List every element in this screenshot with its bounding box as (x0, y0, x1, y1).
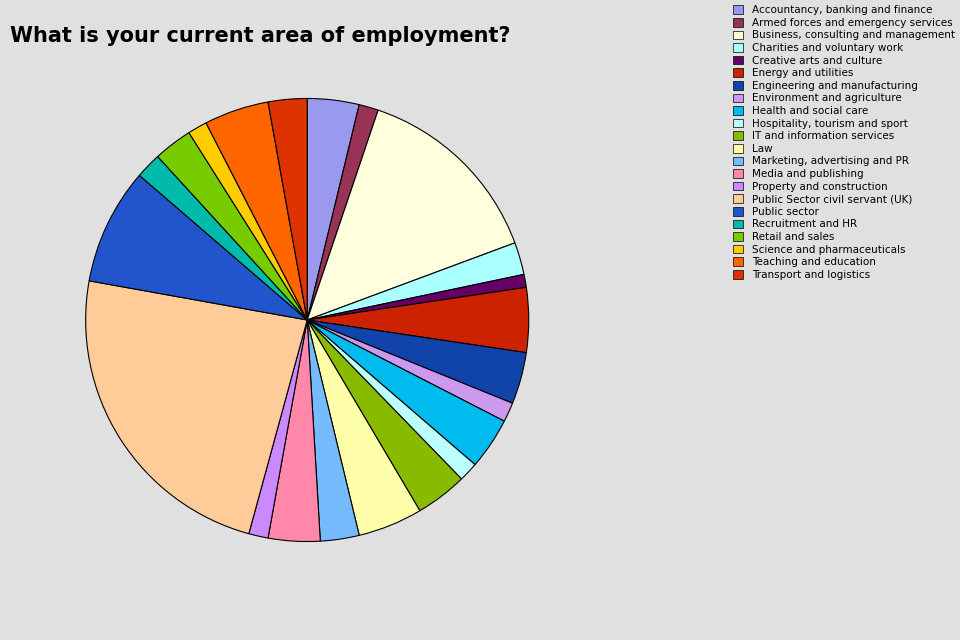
Wedge shape (307, 320, 513, 421)
Wedge shape (139, 157, 307, 320)
Wedge shape (85, 281, 307, 534)
Wedge shape (307, 320, 420, 535)
Wedge shape (307, 105, 378, 320)
Wedge shape (157, 132, 307, 320)
Wedge shape (206, 102, 307, 320)
Wedge shape (89, 175, 307, 320)
Wedge shape (307, 99, 359, 320)
Wedge shape (307, 320, 504, 465)
Text: What is your current area of employment?: What is your current area of employment? (10, 26, 510, 45)
Wedge shape (307, 275, 526, 320)
Wedge shape (249, 320, 307, 538)
Wedge shape (268, 99, 307, 320)
Wedge shape (307, 320, 526, 403)
Wedge shape (307, 320, 462, 511)
Wedge shape (307, 243, 524, 320)
Legend: Accountancy, banking and finance, Armed forces and emergency services, Business,: Accountancy, banking and finance, Armed … (730, 2, 958, 283)
Wedge shape (307, 110, 515, 320)
Wedge shape (268, 320, 321, 541)
Wedge shape (307, 320, 359, 541)
Wedge shape (307, 320, 475, 479)
Wedge shape (189, 123, 307, 320)
Wedge shape (307, 287, 529, 353)
